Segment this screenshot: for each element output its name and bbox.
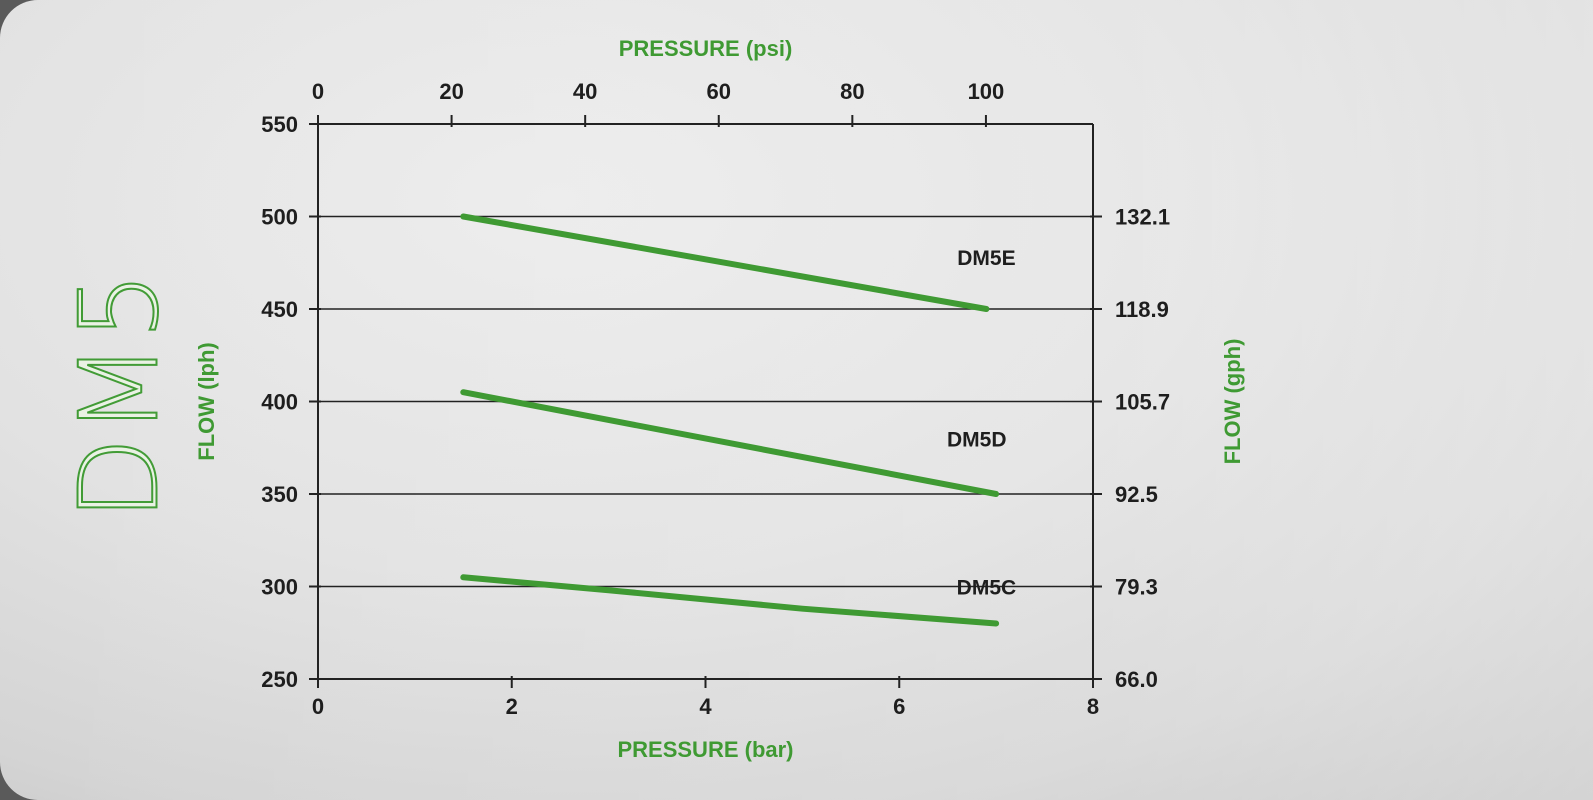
x-axis-title: PRESSURE (bar)	[617, 737, 793, 762]
x-tick-label-top: 40	[573, 79, 597, 104]
x-tick-label: 0	[312, 694, 324, 719]
y-tick-label-right: 118.9	[1115, 297, 1169, 322]
x-axis-title-top: PRESSURE (psi)	[619, 36, 793, 61]
y-tick-label-right: 66.0	[1115, 667, 1158, 692]
y-tick-label: 300	[261, 575, 298, 600]
x-tick-label-top: 60	[707, 79, 731, 104]
y-tick-label: 450	[261, 297, 298, 322]
y-axis-title-right: FLOW (gph)	[1220, 339, 1245, 465]
y-tick-label: 400	[261, 390, 298, 415]
x-tick-label: 8	[1087, 694, 1099, 719]
series-label-dm5e: DM5E	[957, 247, 1015, 270]
x-tick-label-top: 0	[312, 79, 324, 104]
series-line-dm5d	[460, 389, 1000, 497]
y-tick-label-right: 105.7	[1115, 390, 1170, 415]
x-tick-label: 2	[506, 694, 518, 719]
y-tick-label: 250	[261, 667, 298, 692]
x-tick-label: 4	[699, 694, 712, 719]
x-tick-label-top: 100	[968, 79, 1005, 104]
series-line-dm5e	[460, 213, 990, 312]
series-label-dm5c: DM5C	[957, 577, 1017, 600]
y-axis-title: FLOW (lph)	[194, 342, 219, 461]
y-tick-label: 350	[261, 482, 298, 507]
series-line-dm5c	[460, 574, 1000, 627]
y-tick-label-right: 92.5	[1115, 482, 1158, 507]
y-tick-label: 500	[261, 205, 298, 230]
y-tick-label-right: 132.1	[1115, 205, 1170, 230]
x-tick-label: 6	[893, 694, 905, 719]
y-tick-label: 550	[261, 112, 298, 137]
series-label-dm5d: DM5D	[947, 429, 1007, 452]
x-tick-label-top: 80	[840, 79, 864, 104]
x-tick-label-top: 20	[439, 79, 463, 104]
y-tick-label-right: 79.3	[1115, 575, 1158, 600]
